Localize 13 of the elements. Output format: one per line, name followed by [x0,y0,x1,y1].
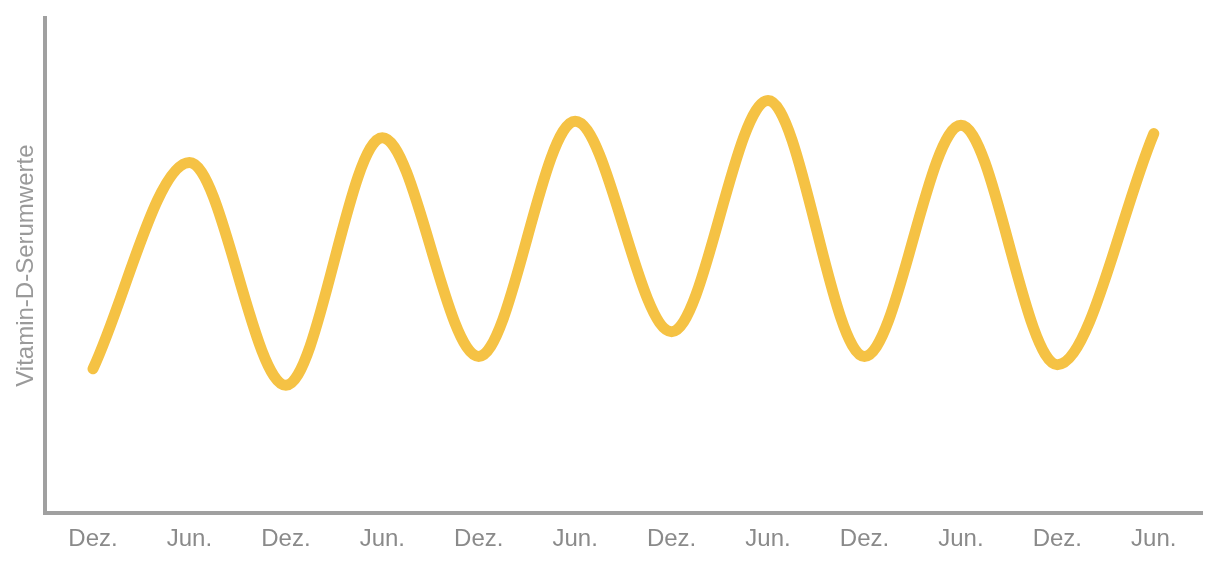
x-tick-label: Dez. [454,524,504,552]
y-axis-title: Vitamin-D-Serumwerte [11,144,39,387]
x-tick-label: Jun. [1131,524,1177,552]
x-tick-label: Jun. [938,524,984,552]
x-tick-label: Dez. [68,524,118,552]
x-tick-label: Dez. [261,524,311,552]
x-tick-label: Jun. [552,524,598,552]
x-tick-label: Dez. [1032,524,1083,552]
x-tick-label: Dez. [839,524,890,552]
x-tick-label: Jun. [359,524,405,552]
x-tick-label: Jun. [745,524,791,552]
x-tick-label: Dez. [646,524,697,552]
x-tick-label: Jun. [166,524,213,552]
